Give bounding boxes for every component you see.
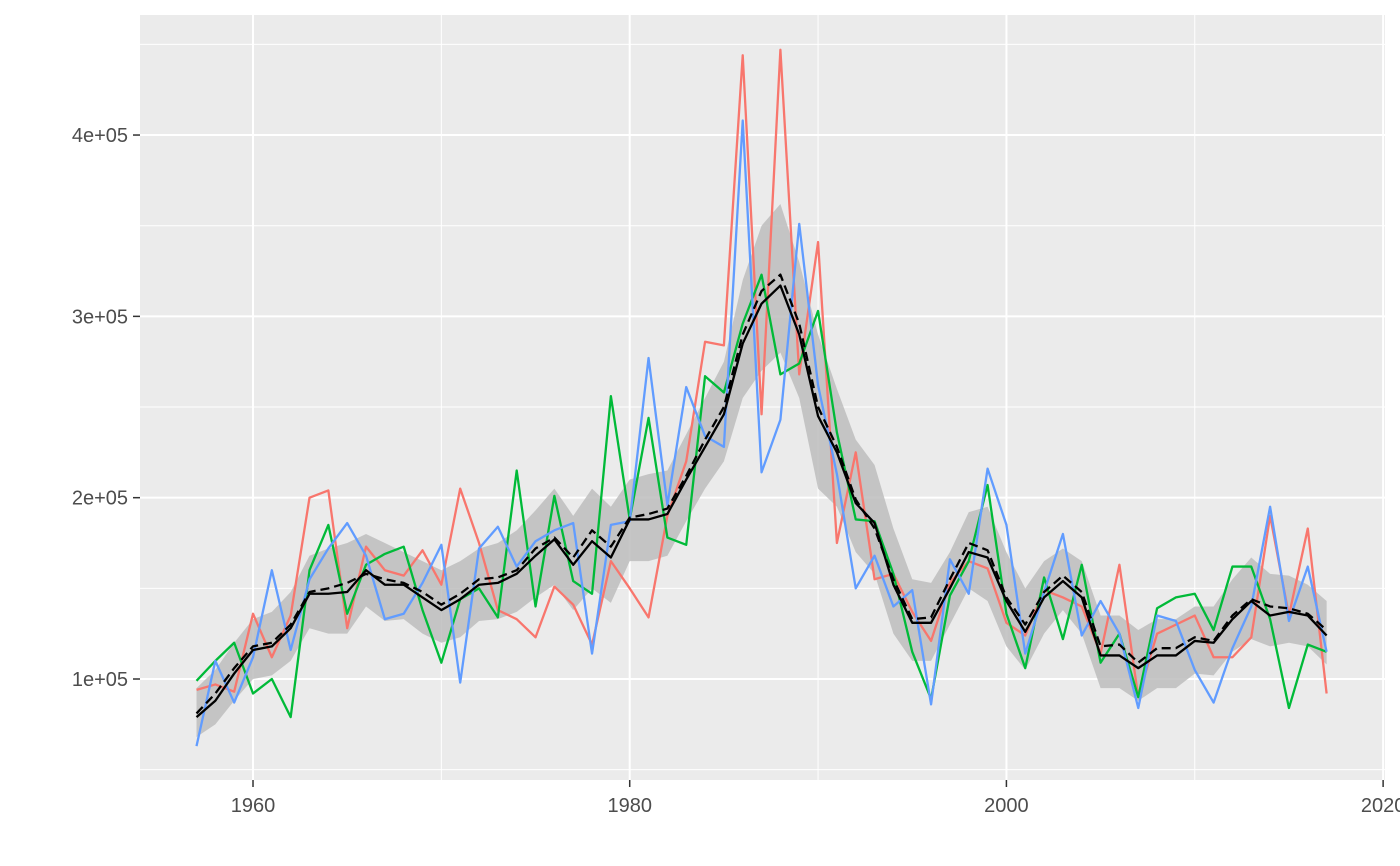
series-line [195,273,1328,715]
series-line [195,273,1328,719]
series-line [195,119,1328,747]
x-tick-label: 2000 [984,795,1029,817]
y-tick-label: 1e+05 [72,669,128,691]
y-tick-label: 2e+05 [72,488,128,510]
y-tick-label: 3e+05 [72,306,128,328]
series-line [195,284,1328,718]
y-tick-label: 4e+05 [72,125,128,147]
x-tick-label: 1980 [607,795,652,817]
ribbon [196,203,1327,738]
x-tick-label: 1960 [231,795,276,817]
x-tick-label: 2020 [1361,795,1400,817]
